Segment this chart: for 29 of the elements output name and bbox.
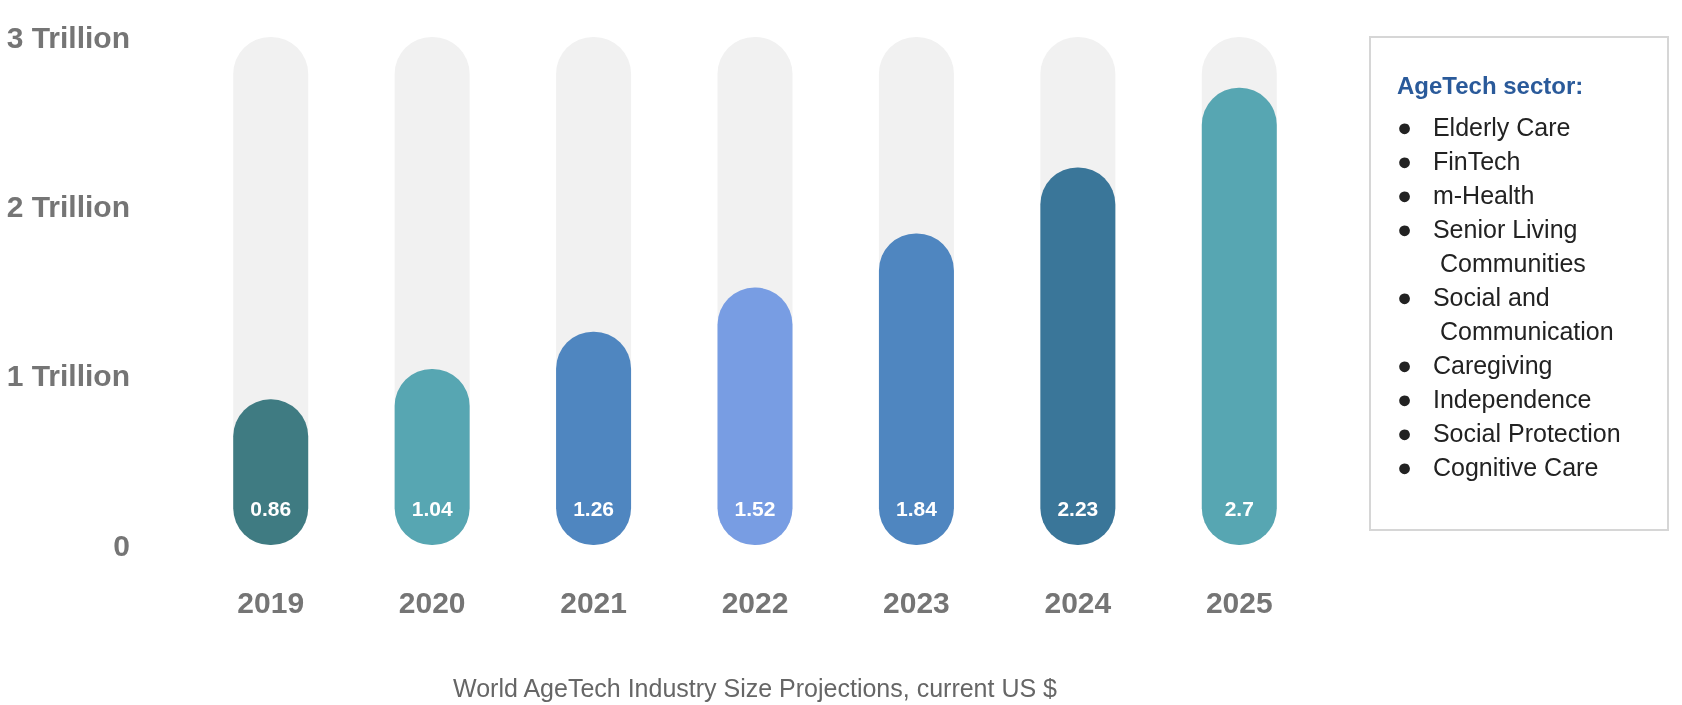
- y-tick-label: 1 Trillion: [6, 359, 130, 393]
- data-label: 2.7: [1224, 497, 1254, 520]
- text: ● m-Health: [1397, 180, 1536, 211]
- y-tick-label: 2 Trillion: [6, 189, 130, 223]
- y-tick-label: 3 Trillion: [6, 20, 130, 54]
- x-tick-label: 2020: [398, 585, 466, 619]
- data-label: 1.52: [734, 497, 776, 520]
- text: ● Independence: [1397, 384, 1593, 415]
- text: ● Senior Living Communities: [1397, 214, 1587, 279]
- text: ● Elderly Care: [1397, 112, 1572, 143]
- text: ● Cognitive Care: [1397, 452, 1600, 483]
- text: ● FinTech: [1397, 146, 1522, 177]
- data-label: 0.86: [250, 497, 292, 520]
- x-tick-label: 2022: [721, 585, 789, 619]
- y-tick-label: 0: [113, 528, 130, 562]
- text: ● Caregiving: [1397, 350, 1554, 381]
- data-label: 2.23: [1057, 497, 1099, 520]
- x-axis-title: World AgeTech Industry Size Projections, current US $: [453, 673, 1058, 702]
- x-tick-label: 2023: [883, 585, 950, 619]
- x-tick-label: 2021: [560, 585, 627, 619]
- text: AgeTech sector:: [1397, 72, 1585, 100]
- text: ● Social and Communication: [1397, 282, 1615, 347]
- data-label: 1.04: [411, 497, 453, 520]
- x-tick-label: 2024: [1044, 585, 1112, 619]
- x-tick-label: 2019: [237, 585, 305, 619]
- text: ● Social Protection: [1397, 418, 1622, 449]
- x-tick-label: 2025: [1205, 585, 1273, 619]
- data-label: 1.26: [573, 497, 615, 520]
- data-label: 1.84: [895, 497, 938, 520]
